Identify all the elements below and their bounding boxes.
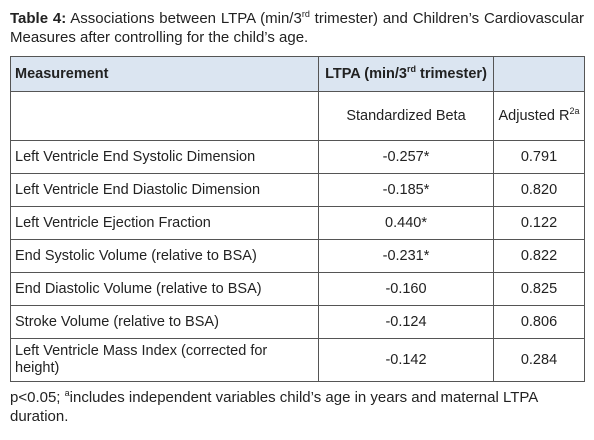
table-cell: Left Ventricle End Diastolic Dimension [10,173,319,207]
header-cell: Measurement [10,56,319,92]
table-cell: -0.185* [318,173,494,207]
table-row: End Systolic Volume (relative to BSA) -0.… [10,239,585,273]
table-cell: -0.160 [318,272,494,306]
table-cell: 0.440* [318,206,494,240]
header-row: Measurement LTPA (min/3rd trimester) [10,56,585,92]
caption-label: Table 4: [10,10,67,27]
header-text: Adjusted R [498,107,570,124]
header-row: Standardized Beta Adjusted R2a [10,91,585,141]
table-cell: -0.257* [318,140,494,174]
header-cell: LTPA (min/3rd trimester) [318,56,494,92]
header-sup: 2a [569,105,580,116]
header-text: LTPA (min/3 [325,66,407,82]
caption-text: trimester) and Children’s Cardiovascular… [10,10,585,46]
table-row: Left Ventricle Ejection Fraction 0.440* 0.… [10,206,585,240]
header-cell: Standardized Beta [318,91,494,141]
header-sup: rd [406,64,416,74]
caption-text: Associations between LTPA (min/3 [70,10,302,27]
table-row: Stroke Volume (relative to BSA) -0.124 0.8… [10,305,585,339]
table-cell: 0.284 [493,338,585,382]
header-cell [493,56,585,92]
table-cell: Left Ventricle Ejection Fraction [10,206,319,240]
table-cell: Left Ventricle Mass Index (corrected for… [10,338,319,382]
table: Measurement LTPA (min/3rd trimester) Sta… [10,56,585,382]
table-cell: End Diastolic Volume (relative to BSA) [10,272,319,306]
table-cell: -0.124 [318,305,494,339]
table-cell: 0.822 [493,239,585,273]
table-cell: Left Ventricle End Systolic Dimension [10,140,319,174]
caption: Table 4: Associations between LTPA (min/… [10,9,584,47]
table-row: End Diastolic Volume (relative to BSA) -0… [10,272,585,306]
table-row: Left Ventricle Mass Index (corrected for… [10,338,585,382]
footnote-sup: a [64,388,70,398]
table-cell: 0.806 [493,305,585,339]
caption-sup: rd [301,9,310,19]
table-cell: 0.122 [493,206,585,240]
table-cell: 0.825 [493,272,585,306]
header-text: trimester) [415,66,487,82]
table-row: Left Ventricle End Systolic Dimension -0.… [10,140,585,174]
table-row: Left Ventricle End Diastolic Dimension -0… [10,173,585,207]
table-cell: Stroke Volume (relative to BSA) [10,305,319,339]
table-cell: 0.820 [493,173,585,207]
header-cell: Adjusted R2a [493,91,585,141]
footnote: p<0.05; aincludes independent variables … [10,388,584,426]
table-cell: 0.791 [493,140,585,174]
footnote-text: p<0.05; [10,389,65,406]
table-cell: End Systolic Volume (relative to BSA) [10,239,319,273]
header-cell [10,91,319,141]
table-cell: -0.142 [318,338,494,382]
table-cell: -0.231* [318,239,494,273]
footnote-text: includes independent variables child’s a… [10,389,538,425]
